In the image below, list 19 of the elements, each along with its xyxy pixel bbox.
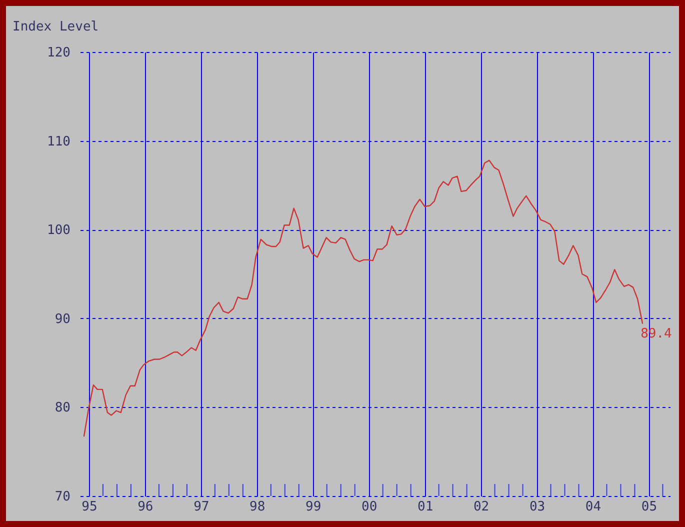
x-tick-label: 96: [138, 500, 154, 514]
x-tick-label: 02: [473, 500, 490, 514]
x-tick-label: 00: [362, 500, 378, 514]
y-tick-label: 80: [54, 400, 70, 416]
x-tick-label: 97: [194, 500, 210, 514]
x-tick-label: 05: [641, 500, 658, 514]
y-tick-label: 70: [54, 490, 70, 504]
line-series: [83, 160, 644, 438]
x-tick-label: 98: [250, 500, 266, 514]
y-tick-label: 100: [47, 223, 70, 238]
y-axis-title: Index Level: [12, 20, 99, 34]
x-tick-label: 03: [529, 500, 546, 514]
x-tick-label: 01: [417, 500, 434, 514]
y-tick-label: 110: [47, 134, 70, 150]
x-tick-label: 04: [585, 500, 602, 514]
x-tick-label: 99: [306, 500, 322, 514]
x-tick-label: 95: [82, 500, 98, 514]
y-tick-label: 90: [54, 312, 70, 327]
y-tick-label: 120: [47, 46, 70, 60]
